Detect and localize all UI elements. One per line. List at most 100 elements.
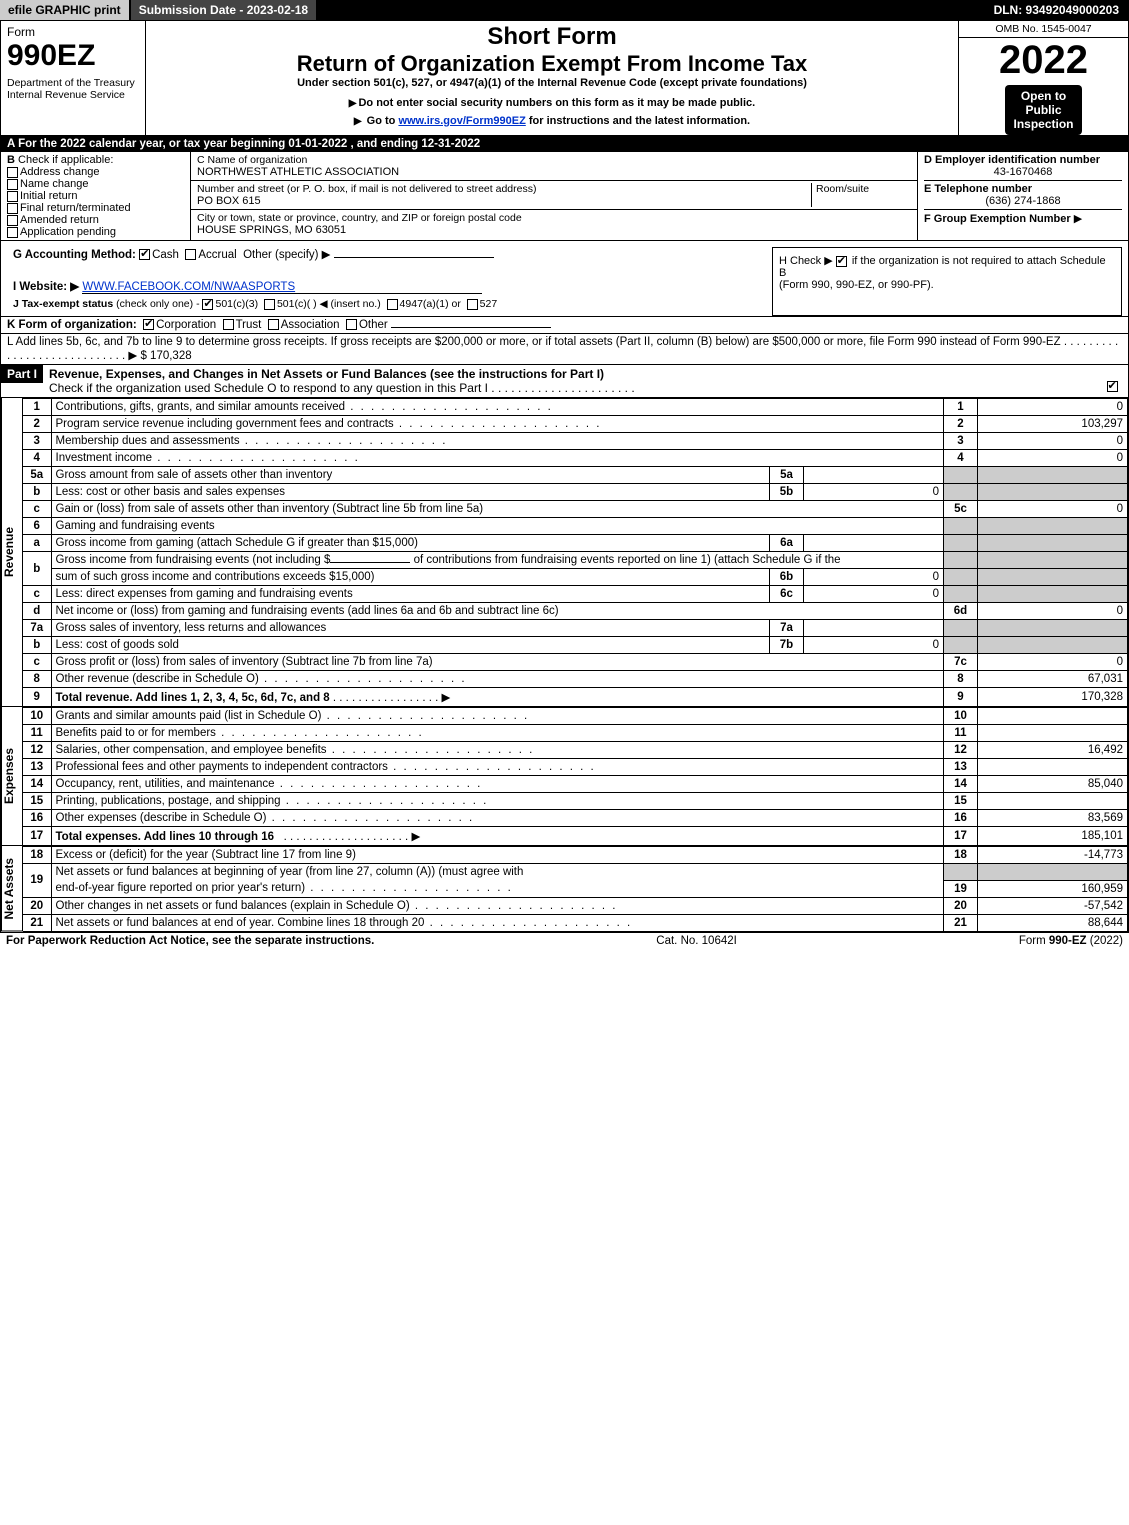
row-a: A For the 2022 calendar year, or tax yea… bbox=[1, 136, 1128, 152]
checkbox-4947[interactable] bbox=[387, 299, 398, 310]
checkbox-association[interactable] bbox=[268, 319, 279, 330]
goto-suffix: for instructions and the latest informat… bbox=[529, 115, 750, 127]
h-text3: (Form 990, 990-EZ, or 990-PF). bbox=[779, 279, 934, 291]
c-name-label: C Name of organization bbox=[197, 154, 307, 166]
ssn-warning: Do not enter social security numbers on … bbox=[152, 97, 952, 109]
line7a-subval bbox=[804, 620, 944, 637]
table-row: 4Investment income40 bbox=[23, 450, 1128, 467]
k-row: K Form of organization: Corporation Trus… bbox=[1, 317, 1128, 334]
expenses-section: Expenses 10Grants and similar amounts pa… bbox=[1, 707, 1128, 846]
opt-address-change: Address change bbox=[20, 166, 100, 178]
line6b-desc2: sum of such gross income and contributio… bbox=[51, 569, 770, 586]
part1-title: Revenue, Expenses, and Changes in Net As… bbox=[49, 367, 604, 381]
opt-other-org: Other bbox=[359, 319, 388, 331]
f-label: F Group Exemption Number bbox=[924, 213, 1071, 225]
header-left: Form 990EZ Department of the Treasury In… bbox=[1, 21, 146, 135]
checkbox-schedule-b[interactable] bbox=[836, 256, 847, 267]
checkbox-cash[interactable] bbox=[139, 249, 150, 260]
form-word: Form bbox=[7, 25, 139, 39]
table-row: dNet income or (loss) from gaming and fu… bbox=[23, 603, 1128, 620]
website-link[interactable]: WWW.FACEBOOK.COM/NWAASPORTS bbox=[82, 281, 295, 293]
checkbox-corporation[interactable] bbox=[143, 319, 154, 330]
checkbox-address-change[interactable] bbox=[7, 167, 18, 178]
line20-desc: Other changes in net assets or fund bala… bbox=[51, 897, 944, 914]
line5a-subval bbox=[804, 467, 944, 484]
checkbox-other-org[interactable] bbox=[346, 319, 357, 330]
sub-7a: 7a bbox=[770, 620, 804, 637]
line9-val: 170,328 bbox=[978, 688, 1128, 707]
open-line1: Open to bbox=[1013, 89, 1073, 103]
goto-line: Go to www.irs.gov/Form990EZ for instruct… bbox=[152, 115, 952, 127]
table-row: 20Other changes in net assets or fund ba… bbox=[23, 897, 1128, 914]
revenue-section: Revenue 1Contributions, gifts, grants, a… bbox=[1, 398, 1128, 707]
checkbox-application-pending[interactable] bbox=[7, 227, 18, 238]
line19-val: 160,959 bbox=[978, 880, 1128, 897]
h-block: H Check ▶ if the organization is not req… bbox=[772, 247, 1122, 316]
checkbox-501c3[interactable] bbox=[202, 299, 213, 310]
checkbox-initial-return[interactable] bbox=[7, 191, 18, 202]
g-block: G Accounting Method: Cash Accrual Other … bbox=[1, 241, 772, 316]
checkbox-501c[interactable] bbox=[264, 299, 275, 310]
irs-label: Internal Revenue Service bbox=[7, 89, 139, 101]
part1-label: Part I bbox=[1, 365, 43, 383]
checkbox-schedule-o[interactable] bbox=[1107, 381, 1118, 392]
b-check-text: Check if applicable: bbox=[18, 154, 113, 166]
opt-initial-return: Initial return bbox=[20, 190, 77, 202]
checkbox-name-change[interactable] bbox=[7, 179, 18, 190]
room-suite-label: Room/suite bbox=[816, 183, 869, 195]
form-number: 990EZ bbox=[7, 39, 139, 73]
b-label: B bbox=[7, 154, 15, 166]
short-form-title: Short Form bbox=[152, 23, 952, 51]
line6c-desc: Less: direct expenses from gaming and fu… bbox=[51, 586, 770, 603]
opt-501c: 501(c)( ) ◀ (insert no.) bbox=[277, 298, 381, 310]
line7b-subval: 0 bbox=[804, 637, 944, 654]
table-row: 18Excess or (deficit) for the year (Subt… bbox=[23, 847, 1128, 864]
line14-val: 85,040 bbox=[978, 776, 1128, 793]
f-arrow: ▶ bbox=[1074, 213, 1082, 225]
other-org-line[interactable] bbox=[391, 327, 551, 328]
efile-print-label[interactable]: efile GRAPHIC print bbox=[0, 0, 131, 20]
line5c-val: 0 bbox=[978, 501, 1128, 518]
table-row: 15Printing, publications, postage, and s… bbox=[23, 793, 1128, 810]
checkbox-trust[interactable] bbox=[223, 319, 234, 330]
form-header: Form 990EZ Department of the Treasury In… bbox=[1, 21, 1128, 136]
6b-amount-line[interactable] bbox=[330, 562, 410, 563]
checkbox-527[interactable] bbox=[467, 299, 478, 310]
line5b-subval: 0 bbox=[804, 484, 944, 501]
checkbox-amended-return[interactable] bbox=[7, 215, 18, 226]
tax-year: 2022 bbox=[959, 38, 1128, 83]
table-row: 19Net assets or fund balances at beginni… bbox=[23, 864, 1128, 881]
top-bar: efile GRAPHIC print Submission Date - 20… bbox=[0, 0, 1129, 20]
revenue-table: 1Contributions, gifts, grants, and simil… bbox=[23, 398, 1128, 707]
table-row: 10Grants and similar amounts paid (list … bbox=[23, 708, 1128, 725]
line6-desc: Gaming and fundraising events bbox=[51, 518, 944, 535]
table-row: 17Total expenses. Add lines 10 through 1… bbox=[23, 827, 1128, 846]
line6c-subval: 0 bbox=[804, 586, 944, 603]
opt-527: 527 bbox=[480, 298, 498, 310]
table-row: 12Salaries, other compensation, and empl… bbox=[23, 742, 1128, 759]
irs-link[interactable]: www.irs.gov/Form990EZ bbox=[398, 115, 525, 127]
table-row: 7aGross sales of inventory, less returns… bbox=[23, 620, 1128, 637]
line19-desc2: end-of-year figure reported on prior yea… bbox=[51, 880, 944, 897]
opt-501c3: 501(c)(3) bbox=[215, 298, 258, 310]
line11-desc: Benefits paid to or for members bbox=[51, 725, 944, 742]
line2-desc: Program service revenue including govern… bbox=[51, 416, 944, 433]
line20-val: -57,542 bbox=[978, 897, 1128, 914]
other-specify-line[interactable] bbox=[334, 257, 494, 258]
opt-trust: Trust bbox=[236, 319, 262, 331]
opt-amended-return: Amended return bbox=[20, 214, 99, 226]
table-row: aGross income from gaming (attach Schedu… bbox=[23, 535, 1128, 552]
ein-value: 43-1670468 bbox=[924, 166, 1122, 178]
page-footer: For Paperwork Reduction Act Notice, see … bbox=[0, 933, 1129, 949]
section-b: B Check if applicable: Address change Na… bbox=[1, 152, 191, 240]
checkbox-accrual[interactable] bbox=[185, 249, 196, 260]
form-container: Form 990EZ Department of the Treasury In… bbox=[0, 20, 1129, 933]
line6b-subval: 0 bbox=[804, 569, 944, 586]
section-c: C Name of organization NORTHWEST ATHLETI… bbox=[191, 152, 918, 240]
g-label: G Accounting Method: bbox=[13, 249, 136, 261]
goto-arrow bbox=[354, 115, 364, 127]
opt-cash: Cash bbox=[152, 249, 179, 261]
checkbox-final-return[interactable] bbox=[7, 203, 18, 214]
open-line2: Public bbox=[1013, 103, 1073, 117]
opt-final-return: Final return/terminated bbox=[20, 202, 131, 214]
